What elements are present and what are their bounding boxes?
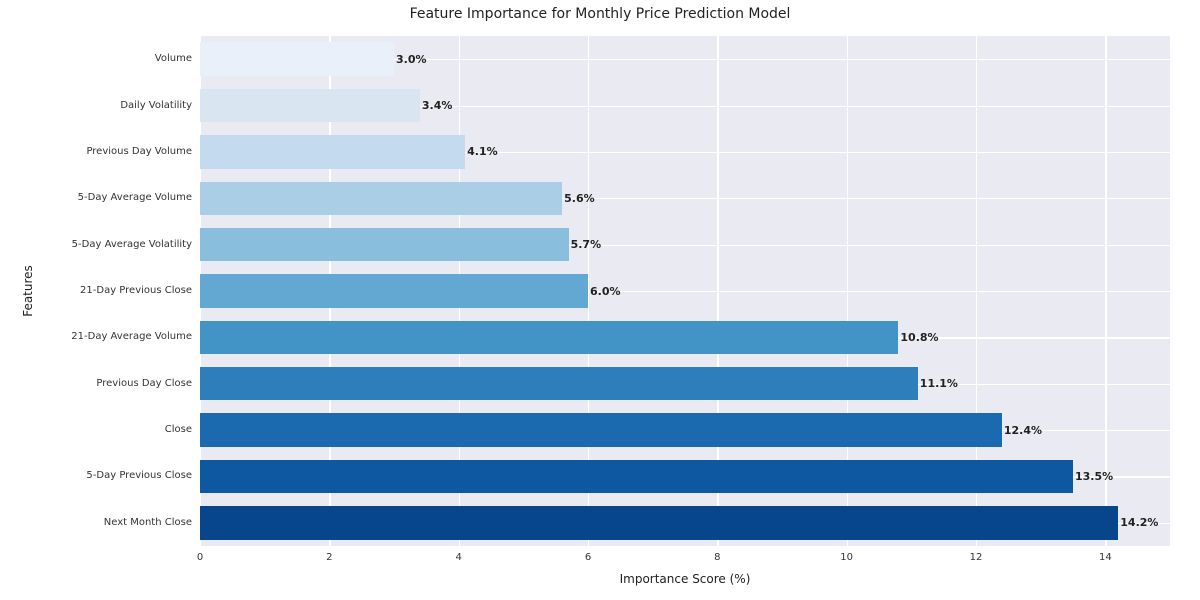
bar-value-label: 10.8% <box>900 331 938 344</box>
bar-value-label: 3.4% <box>422 99 453 112</box>
x-axis-label: Importance Score (%) <box>200 572 1170 586</box>
y-tick-label: Previous Day Volume <box>86 146 192 157</box>
bar <box>200 506 1118 539</box>
y-tick-label: Close <box>165 424 192 435</box>
y-axis-label: Features <box>21 265 35 317</box>
x-tick-label: 6 <box>585 552 591 563</box>
y-tick-label: Daily Volatility <box>120 100 192 111</box>
y-tick-label: Volume <box>155 53 192 64</box>
x-tick-label: 2 <box>326 552 332 563</box>
y-tick-label: 21-Day Average Volume <box>71 331 192 342</box>
bar <box>200 228 569 261</box>
x-tick-label: 8 <box>714 552 720 563</box>
bar <box>200 182 562 215</box>
bar-value-label: 5.7% <box>571 238 602 251</box>
feature-importance-chart: Feature Importance for Monthly Price Pre… <box>0 0 1200 600</box>
bar-value-label: 13.5% <box>1075 470 1113 483</box>
bar-value-label: 5.6% <box>564 192 595 205</box>
chart-title: Feature Importance for Monthly Price Pre… <box>0 6 1200 22</box>
x-tick-label: 14 <box>1099 552 1112 563</box>
y-tick-label: 5-Day Previous Close <box>86 470 192 481</box>
x-tick-label: 10 <box>840 552 853 563</box>
bar-value-label: 14.2% <box>1120 516 1158 529</box>
bar <box>200 460 1073 493</box>
y-tick-label: Next Month Close <box>104 517 192 528</box>
y-tick-label: 21-Day Previous Close <box>80 285 192 296</box>
bar <box>200 367 918 400</box>
bar-value-label: 6.0% <box>590 285 621 298</box>
y-tick-label: Previous Day Close <box>96 378 192 389</box>
bar <box>200 135 465 168</box>
bar-value-label: 12.4% <box>1004 424 1042 437</box>
y-tick-label: 5-Day Average Volatility <box>72 239 192 250</box>
bar-value-label: 4.1% <box>467 145 498 158</box>
bar-value-label: 11.1% <box>920 377 958 390</box>
bar-value-label: 3.0% <box>396 53 427 66</box>
x-tick-label: 12 <box>970 552 983 563</box>
bar <box>200 413 1002 446</box>
bar <box>200 89 420 122</box>
x-tick-label: 4 <box>455 552 461 563</box>
bar <box>200 321 898 354</box>
bar <box>200 274 588 307</box>
y-tick-label: 5-Day Average Volume <box>78 192 192 203</box>
x-tick-label: 0 <box>197 552 203 563</box>
plot-area <box>200 36 1170 546</box>
bar <box>200 42 394 75</box>
